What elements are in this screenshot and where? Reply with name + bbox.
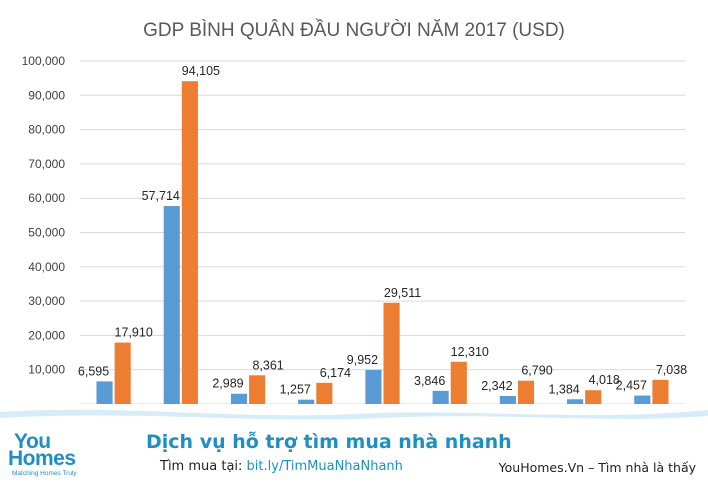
data-label: 8,361 — [252, 358, 283, 372]
y-tick-label: 60,000 — [28, 191, 65, 205]
data-label: 6,174 — [320, 366, 351, 380]
search-link[interactable]: bit.ly/TimMuaNhaNhanh — [246, 459, 403, 474]
data-label: 4,018 — [589, 373, 620, 387]
bar-philippines-s1 — [230, 393, 248, 404]
y-tick-label: 70,000 — [28, 157, 65, 171]
bar-cambodia-s2 — [585, 390, 602, 404]
logo-text-top: You — [14, 430, 51, 453]
y-tick-label: 90,000 — [28, 88, 65, 102]
data-label: 7,038 — [656, 363, 687, 377]
y-tick-label: 40,000 — [28, 260, 65, 274]
bar-thailand-s1 — [96, 381, 113, 404]
bar-lao-pdr-s1 — [634, 395, 651, 404]
search-line: Tìm mua tại: bit.ly/TimMuaNhaNhanh — [160, 459, 403, 474]
bar-singapore-s1 — [163, 206, 180, 404]
y-tick-label: 100,000 — [22, 54, 66, 68]
gdp-bar-chart: GDP BÌNH QUÂN ĐẦU NGƯỜI NĂM 2017 (USD) -… — [22, 19, 688, 420]
data-label: 6,595 — [78, 364, 109, 378]
bar-cambodia-s1 — [567, 399, 584, 404]
data-label: 2,342 — [481, 379, 512, 393]
promo-banner: You Homes Matching Homes Truly Dịch vụ h… — [0, 404, 708, 483]
data-label: 94,105 — [182, 64, 220, 78]
bar-myanmar-s1 — [298, 399, 315, 404]
bar-vietnam-s2 — [517, 380, 535, 404]
y-tick-label: 80,000 — [28, 123, 65, 137]
data-label: 9,952 — [347, 353, 378, 367]
data-label: 57,714 — [142, 189, 180, 203]
bar-singapore-s2 — [181, 81, 198, 404]
data-label: 17,910 — [115, 326, 153, 340]
data-label: 1,257 — [280, 383, 311, 397]
search-prefix: Tìm mua tại: — [160, 459, 247, 474]
bar-malaysia-s1 — [365, 369, 382, 404]
bar-lao-pdr-s2 — [652, 379, 669, 404]
data-label: 2,457 — [616, 379, 647, 393]
data-label: 6,790 — [521, 364, 552, 378]
y-tick-label: 20,000 — [28, 328, 65, 342]
bar-malaysia-s2 — [383, 302, 400, 404]
bar-indonesia-s1 — [432, 390, 449, 404]
y-tick-label: 50,000 — [28, 226, 65, 240]
y-tick-label: 10,000 — [28, 363, 65, 377]
bar-thailand-s2 — [114, 342, 131, 404]
bar-vietnam-s1 — [499, 395, 516, 404]
bar-indonesia-s2 — [450, 361, 467, 404]
data-label: 2,989 — [212, 377, 243, 391]
bar-myanmar-s2 — [316, 382, 333, 404]
y-tick-label: 30,000 — [28, 294, 65, 308]
data-label: 1,384 — [548, 382, 579, 396]
bar-philippines-s2 — [249, 375, 266, 404]
y-axis-ticks: -10,00020,00030,00040,00050,00060,00070,… — [22, 54, 66, 411]
gridlines — [80, 60, 685, 405]
chart-title: GDP BÌNH QUÂN ĐẦU NGƯỜI NĂM 2017 (USD) — [143, 19, 565, 41]
banner-wave — [0, 409, 708, 426]
data-label: 12,310 — [451, 345, 489, 359]
data-label: 29,511 — [384, 286, 421, 300]
logo-text-bottom: Homes — [8, 447, 76, 470]
logo-tagline: Matching Homes Truly — [12, 470, 77, 477]
banner-headline: Dịch vụ hỗ trợ tìm mua nhà nhanh — [146, 431, 512, 453]
site-slogan: YouHomes.Vn – Tìm nhà là thấy — [498, 460, 696, 475]
data-labels: 6,595 17,910 57,714 94,105 2,989 8,361 1,257 6,… — [78, 64, 687, 396]
youhomes-logo: You Homes Matching Homes Truly — [8, 430, 128, 480]
data-label: 3,846 — [414, 374, 445, 388]
bars — [96, 81, 669, 404]
